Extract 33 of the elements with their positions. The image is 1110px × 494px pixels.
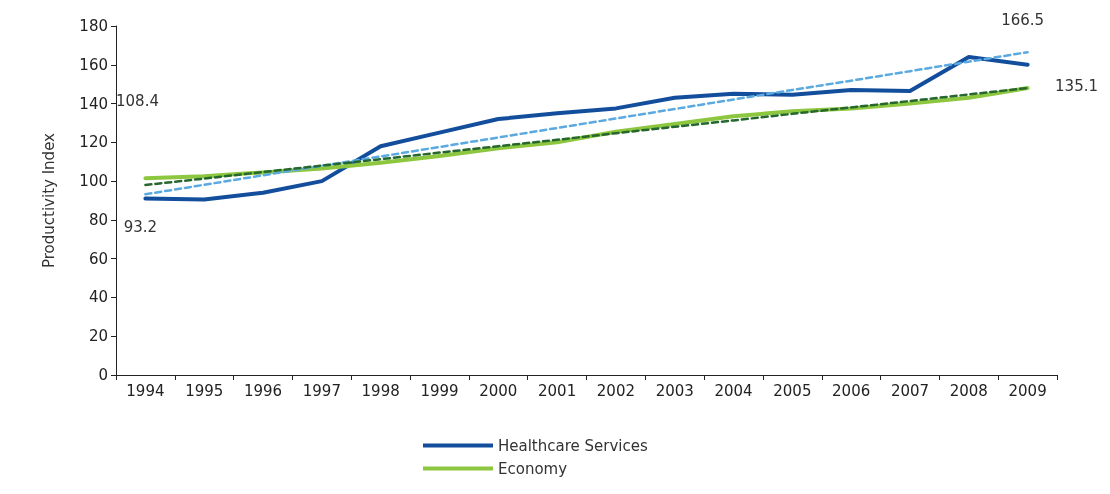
x-tick-label: 1997: [302, 381, 341, 400]
x-tick-label: 1998: [361, 381, 400, 400]
x-tick-label: 1994: [126, 381, 165, 400]
x-tick-label: 2003: [655, 381, 694, 400]
y-tick-label: 60: [88, 249, 108, 268]
x-tick-label: 1999: [420, 381, 459, 400]
y-tick-label: 180: [79, 17, 108, 35]
x-tick-label: 2006: [832, 381, 871, 400]
x-tick-label: 2002: [596, 381, 635, 400]
x-tick-label: 1995: [185, 381, 224, 400]
y-axis-title: Productivity Index: [39, 132, 58, 268]
annotation: 135.1: [1055, 76, 1099, 95]
y-tick-label: 80: [88, 210, 108, 229]
legend-label: Economy: [498, 459, 568, 478]
y-tick-label: 40: [88, 288, 108, 307]
x-tick-label: 2008: [949, 381, 988, 400]
y-tick-label: 100: [79, 172, 108, 191]
y-tick-label: 120: [79, 133, 108, 152]
data-label: 93.2: [123, 217, 158, 236]
x-tick-label: 2004: [714, 381, 753, 400]
x-tick-label: 2001: [538, 381, 577, 400]
x-tick-label: 1996: [243, 381, 283, 400]
y-tick-label: 160: [79, 55, 108, 74]
x-tick-label: 2005: [773, 381, 812, 400]
legend-label: Healthcare Services: [498, 436, 648, 455]
annotation: 108.4: [116, 91, 159, 110]
data-label: 166.5: [1001, 10, 1045, 29]
x-tick-label: 2000: [479, 381, 518, 400]
x-tick-label: 2007: [890, 381, 930, 400]
y-tick-label: 0: [98, 366, 108, 384]
y-tick-label: 20: [88, 327, 108, 346]
x-tick-label: 2009: [1008, 381, 1047, 400]
y-tick-label: 140: [79, 94, 108, 113]
